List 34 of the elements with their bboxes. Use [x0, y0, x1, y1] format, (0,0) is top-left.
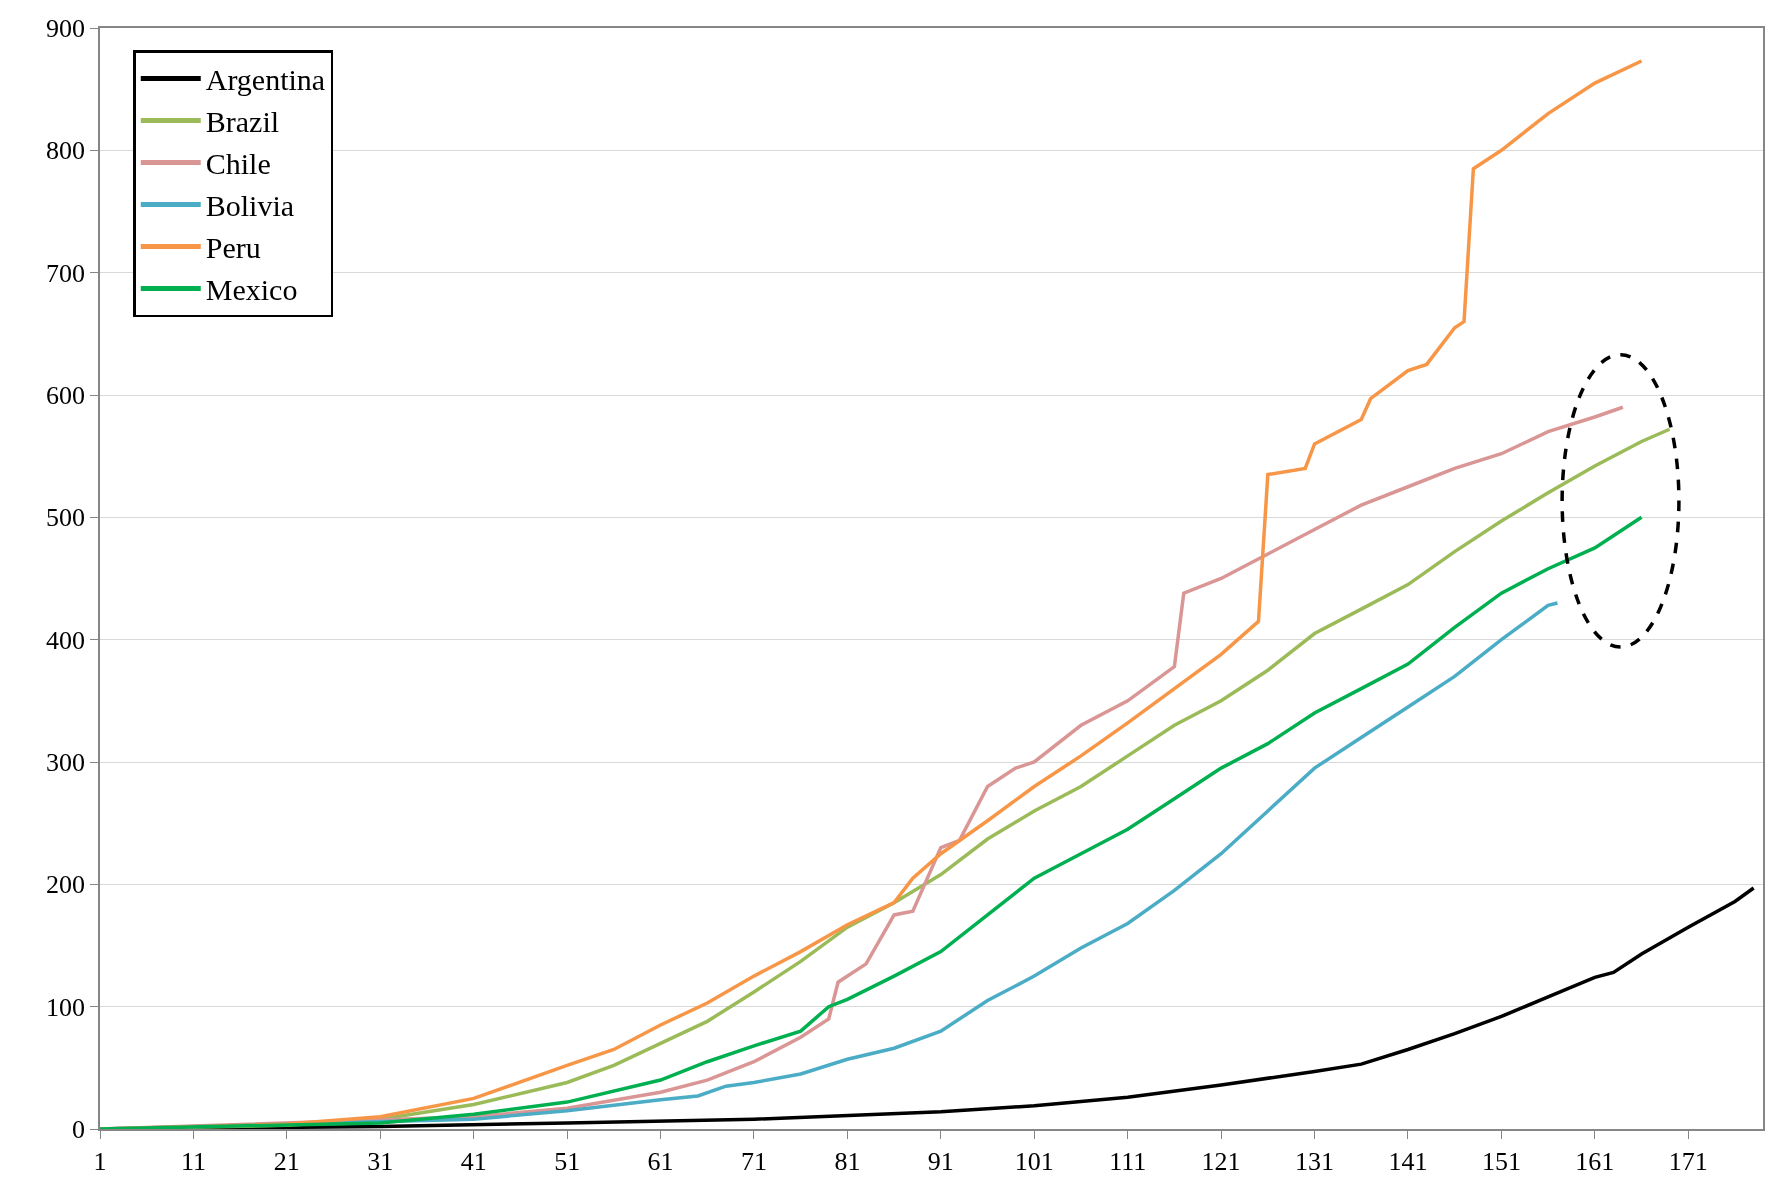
- x-tick-label: 101: [1014, 1146, 1054, 1176]
- legend-label: Chile: [205, 147, 271, 181]
- x-tick-label: 141: [1388, 1146, 1428, 1176]
- x-tick-label: 81: [834, 1146, 861, 1176]
- x-tick-label: 71: [740, 1146, 767, 1176]
- legend-label: Peru: [205, 231, 261, 265]
- x-tick-label: 61: [647, 1146, 674, 1176]
- x-tick-label: 151: [1481, 1146, 1521, 1176]
- y-tick-label: 200: [46, 870, 86, 900]
- legend-label: Mexico: [205, 273, 298, 307]
- y-tick-label: 400: [46, 625, 86, 655]
- x-tick-label: 161: [1575, 1146, 1615, 1176]
- x-tick-label: 1: [93, 1146, 107, 1176]
- x-tick-label: 121: [1201, 1146, 1241, 1176]
- x-tick-label: 111: [1109, 1146, 1147, 1176]
- legend-label: Argentina: [205, 63, 326, 97]
- x-tick-label: 171: [1668, 1146, 1708, 1176]
- x-tick-label: 131: [1295, 1146, 1335, 1176]
- x-tick-label: 41: [460, 1146, 487, 1176]
- x-tick-label: 21: [273, 1146, 300, 1176]
- x-tick-label: 91: [927, 1146, 954, 1176]
- legend-label: Bolivia: [205, 189, 295, 223]
- x-tick-label: 31: [367, 1146, 394, 1176]
- y-tick-label: 300: [46, 748, 86, 778]
- y-tick-label: 700: [46, 258, 86, 288]
- y-tick-label: 600: [46, 381, 86, 411]
- y-tick-label: 500: [46, 503, 86, 533]
- x-tick-label: 11: [180, 1146, 206, 1176]
- y-tick-label: 0: [72, 1115, 86, 1145]
- y-tick-label: 100: [46, 992, 86, 1022]
- y-tick-label: 800: [46, 136, 86, 166]
- legend-label: Brazil: [205, 105, 280, 139]
- y-tick-label: 900: [46, 14, 86, 44]
- x-tick-label: 51: [554, 1146, 581, 1176]
